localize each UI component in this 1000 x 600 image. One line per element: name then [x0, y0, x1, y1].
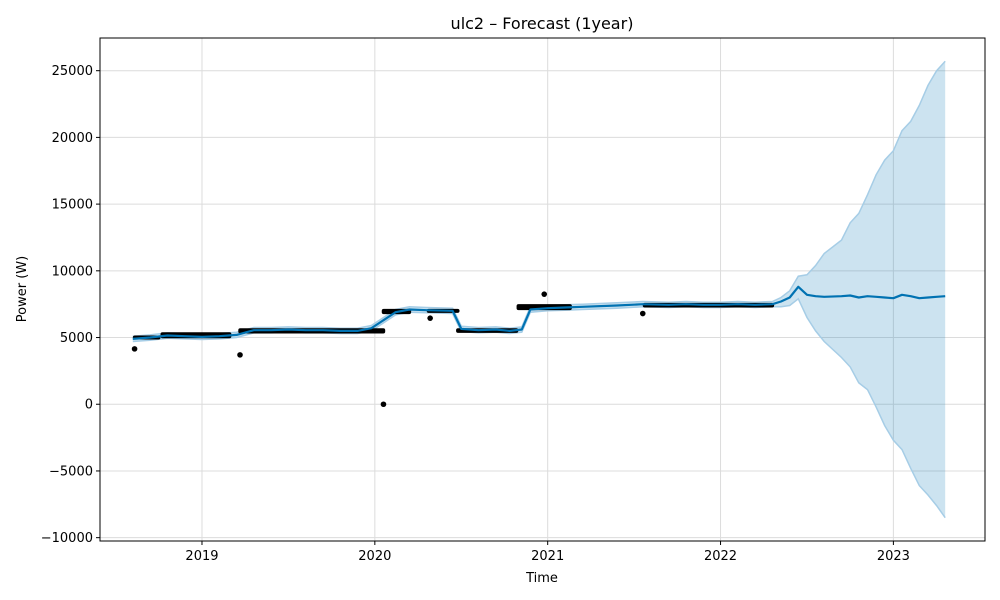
x-axis-label: Time: [525, 571, 558, 586]
observed-point: [131, 346, 138, 352]
chart-title: ulc2 – Forecast (1year): [451, 14, 634, 33]
y-tick-label: 0: [85, 398, 93, 413]
x-tick-label: 2020: [358, 549, 391, 564]
uncertainty-band-area: [132, 61, 946, 518]
y-axis-label: Power (W): [15, 256, 30, 322]
grid: [100, 38, 985, 541]
forecast-line: [132, 285, 946, 340]
observed-point: [237, 352, 243, 358]
x-tick-label: 2021: [531, 549, 564, 564]
observed-point: [380, 401, 387, 408]
y-tick-label: 15000: [52, 198, 93, 213]
x-axis: 2019 2020 2021 2022 2023: [185, 541, 910, 564]
forecast-yhat-line: [132, 285, 946, 340]
upper-bound-line: [132, 60, 946, 337]
x-tick-label: 2023: [877, 549, 910, 564]
observed-point: [427, 315, 433, 321]
uncertainty-band: [132, 60, 946, 519]
y-tick-label: −5000: [49, 464, 93, 479]
y-tick-label: −10000: [41, 531, 93, 546]
y-tick-label: 25000: [52, 64, 93, 79]
plot-area: [99, 37, 986, 542]
y-axis: 25000 20000 15000 10000 5000 0 −5000 −10000: [41, 64, 100, 546]
observed-point: [541, 291, 548, 297]
y-tick-label: 20000: [52, 131, 93, 146]
x-tick-label: 2022: [704, 549, 737, 564]
observed-point: [639, 310, 646, 317]
y-tick-label: 10000: [52, 264, 93, 279]
y-tick-label: 5000: [60, 331, 93, 346]
x-tick-label: 2019: [185, 549, 218, 564]
